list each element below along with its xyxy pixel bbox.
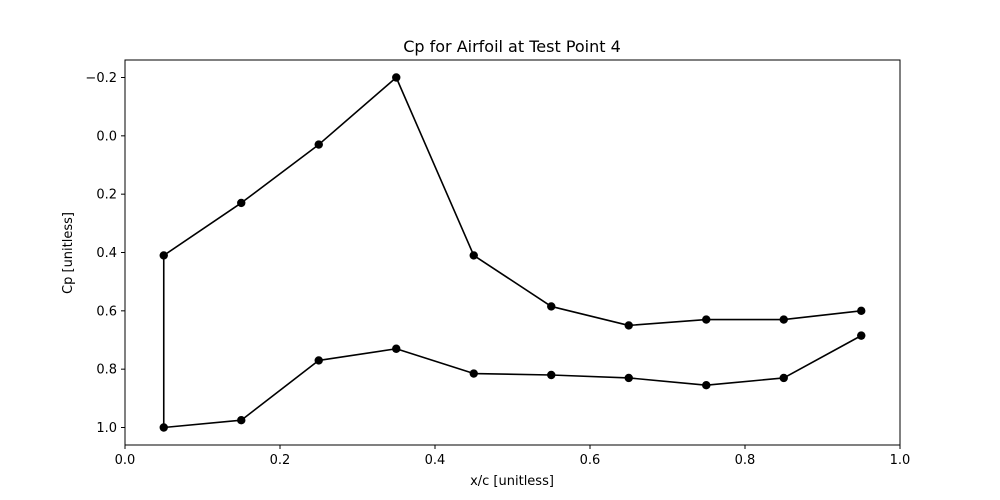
y-tick-label: 1.0: [96, 421, 117, 436]
data-point: [624, 321, 633, 330]
plot-area: [159, 73, 866, 432]
data-point: [159, 251, 168, 260]
chart-title: Cp for Airfoil at Test Point 4: [403, 37, 621, 56]
data-point: [392, 73, 401, 82]
data-point: [702, 315, 711, 324]
x-tick-label: 0.8: [735, 453, 756, 468]
data-point: [547, 370, 556, 380]
y-tick-label: 0.0: [96, 129, 117, 144]
x-tick-label: 0.0: [115, 453, 136, 468]
x-tick-label: 0.6: [580, 453, 601, 468]
plot-frame: [124, 59, 901, 446]
y-tick-label: 0.8: [96, 363, 117, 378]
data-point: [857, 306, 866, 316]
data-point: [857, 331, 866, 340]
y-tick-label: 0.6: [96, 304, 117, 319]
data-point: [314, 356, 323, 365]
data-point: [237, 416, 246, 425]
y-tick-label: 0.2: [96, 188, 117, 203]
data-point: [237, 198, 246, 208]
data-point: [314, 140, 323, 149]
y-tick-label: −0.2: [85, 71, 117, 86]
x-tick-label: 0.4: [425, 453, 446, 468]
data-point: [547, 302, 556, 311]
data-point: [779, 315, 788, 324]
data-point: [159, 423, 168, 432]
y-axis-label: Cp [unitless]: [61, 212, 76, 294]
series-line: [162, 76, 862, 429]
data-point: [624, 373, 633, 383]
x-tick-label: 0.2: [270, 453, 291, 468]
data-point: [469, 251, 478, 260]
x-axis-label: x/c [unitless]: [470, 474, 554, 489]
data-point: [779, 373, 788, 383]
x-tick-label: 1.0: [890, 453, 911, 468]
data-point: [702, 381, 711, 390]
y-axis: −0.2 0.0 0.2 0.4 0.6 0.8 1.0: [85, 71, 125, 436]
data-point: [392, 344, 401, 353]
data-point: [469, 369, 478, 378]
x-axis: 0.0 0.2 0.4 0.6 0.8 1.0: [115, 445, 911, 468]
y-tick-label: 0.4: [96, 246, 117, 261]
